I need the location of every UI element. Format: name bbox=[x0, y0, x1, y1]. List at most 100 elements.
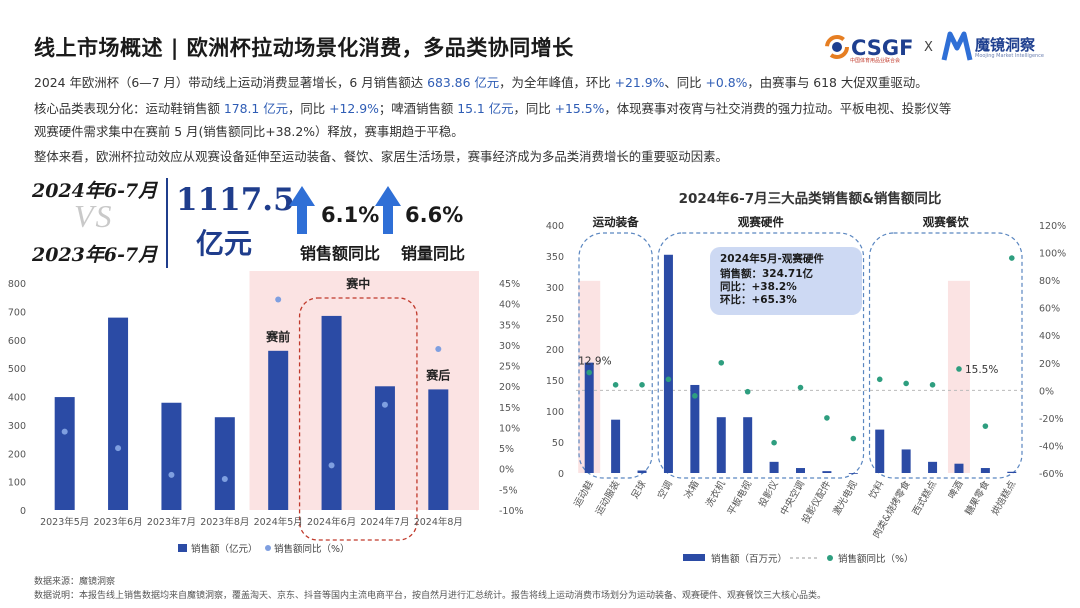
summary-paragraph-2b: 观赛硬件需求集中在赛前 5 月(销售额同比+38.2%）释放，赛事期趋于平稳。 bbox=[34, 124, 464, 139]
csgf-logo: CSGF 中国体育用品业联合会 bbox=[824, 30, 924, 68]
y2-tick-label: 0% bbox=[499, 465, 514, 476]
yoy-point bbox=[221, 476, 228, 483]
y2-tick-label: 0% bbox=[1039, 386, 1054, 397]
during-event-label: 赛中 bbox=[345, 276, 370, 291]
legend-bar-label: 销售额（百万元） bbox=[711, 553, 787, 565]
vs-label: VS bbox=[74, 198, 114, 234]
y2-tick-label: 120% bbox=[1039, 221, 1066, 232]
x-tick-label: 平板电视 bbox=[725, 478, 755, 517]
moojing-logo-icon bbox=[941, 31, 973, 61]
y-tick-label: 0 bbox=[20, 506, 26, 517]
y2-tick-label: 80% bbox=[1039, 276, 1060, 287]
x-tick-label: 2023年7月 bbox=[147, 516, 196, 528]
y-tick-label: 300 bbox=[8, 421, 26, 432]
yoy-point bbox=[824, 415, 830, 421]
callout-line: 同比：+38.2% bbox=[720, 280, 797, 293]
yoy-point bbox=[381, 401, 388, 408]
during-event-box bbox=[298, 297, 418, 541]
legend-dot-label: 销售额同比（%） bbox=[838, 553, 914, 565]
callout-box bbox=[710, 247, 862, 315]
callout-line: 销售额：324.71亿 bbox=[720, 267, 814, 280]
summary-paragraph-1: 2024 年欧洲杯（6—7 月）带动线上运动消费显著增长，6 月销售额达 683… bbox=[34, 75, 928, 90]
pre-event-label: 赛前 bbox=[265, 329, 290, 344]
yoy-point bbox=[665, 376, 672, 383]
y2-tick-label: 30% bbox=[499, 341, 520, 352]
group-label: 观赛硬件 bbox=[738, 215, 784, 229]
yoy-point bbox=[692, 393, 698, 399]
group-label: 运动装备 bbox=[593, 215, 639, 229]
sales-bar bbox=[663, 254, 673, 473]
y2-tick-label: -5% bbox=[499, 485, 518, 496]
x-tick-label: 饮料 bbox=[866, 478, 886, 501]
x-tick-label: 2024年5月 bbox=[254, 516, 303, 528]
data-note: 数据说明：本报告线上销售数据均来自魔镜洞察，覆盖淘天、京东、抖音等国内主流电商平… bbox=[34, 591, 827, 601]
post-event-label: 赛后 bbox=[425, 367, 450, 382]
group-box bbox=[657, 232, 865, 479]
sales-bar bbox=[1007, 471, 1017, 473]
yoy-point bbox=[876, 376, 883, 383]
y-tick-label: 200 bbox=[8, 449, 26, 460]
period-a-label: 2024年6-7月 bbox=[32, 180, 158, 202]
csgf-logo-text: CSGF bbox=[851, 36, 914, 60]
y-tick-label: 100 bbox=[8, 478, 26, 489]
yoy-point bbox=[903, 380, 909, 387]
x-tick-label: 2024年8月 bbox=[414, 516, 463, 528]
y-tick-label: 800 bbox=[8, 279, 26, 290]
x-tick-label: 2023年8月 bbox=[200, 516, 249, 528]
y-tick-label: 100 bbox=[546, 407, 564, 418]
moojing-logo-text: 魔镜洞察 bbox=[975, 36, 1036, 54]
yoy-point bbox=[797, 384, 804, 391]
sales-bar bbox=[901, 449, 911, 473]
y-tick-label: 500 bbox=[8, 364, 26, 375]
shoes-yoy-label: 12.9% bbox=[578, 356, 611, 368]
beer-yoy-label: 15.5% bbox=[965, 364, 998, 376]
yoy-point bbox=[61, 428, 68, 435]
sales-bar bbox=[690, 384, 700, 473]
y-tick-label: 150 bbox=[546, 376, 564, 387]
sales-bar bbox=[637, 470, 647, 473]
x-tick-label: 糖果零食 bbox=[963, 478, 993, 517]
sales-bar bbox=[161, 402, 182, 510]
yoy-point bbox=[639, 382, 645, 388]
sales-bar bbox=[611, 419, 621, 473]
y2-tick-label: -20% bbox=[1039, 414, 1064, 425]
x-tick-label: 空调 bbox=[655, 479, 675, 501]
yoy-point bbox=[328, 462, 335, 469]
sales-bar bbox=[822, 471, 832, 473]
sales-bar bbox=[428, 389, 449, 510]
yoy-point bbox=[612, 382, 619, 388]
x-tick-label: 激光电视 bbox=[831, 478, 861, 517]
yoy-point bbox=[771, 439, 777, 446]
yoy-point bbox=[718, 359, 725, 366]
x-tick-label: 西式糕点 bbox=[910, 478, 940, 517]
y2-tick-label: 10% bbox=[499, 423, 520, 434]
group-label: 观赛餐饮 bbox=[923, 215, 969, 229]
summary-paragraph-2: 核心品类表现分化：运动鞋销售额 178.1 亿元，同比 +12.9%；啤酒销售额… bbox=[34, 101, 952, 116]
y-tick-label: 300 bbox=[546, 283, 564, 294]
y2-tick-label: 40% bbox=[499, 300, 520, 311]
x-tick-label: 洗衣机 bbox=[703, 478, 728, 509]
volume-yoy-value: 6.6% bbox=[405, 203, 464, 227]
sales-bar bbox=[54, 397, 75, 510]
comparison-divider bbox=[166, 178, 168, 268]
x-tick-label: 2023年5月 bbox=[40, 516, 89, 528]
yoy-point bbox=[115, 445, 122, 452]
legend-dot-label: 销售额同比（%） bbox=[274, 543, 350, 555]
logo-separator: X bbox=[924, 40, 933, 55]
page-title: 线上市场概述 | 欧洲杯拉动场景化消费，多品类协同增长 bbox=[34, 36, 574, 60]
summary-paragraph-3: 整体来看，欧洲杯拉动效应从观赛设备延伸至运动装备、餐饮、家居生活场景，赛事经济成… bbox=[34, 149, 728, 164]
yoy-point bbox=[956, 366, 962, 372]
legend-bar-swatch bbox=[683, 554, 705, 561]
y2-tick-label: 5% bbox=[499, 444, 514, 455]
y-tick-label: 400 bbox=[8, 393, 26, 404]
csgf-logo-sub: 中国体育用品业联合会 bbox=[850, 58, 901, 64]
sales-bar bbox=[928, 461, 938, 473]
sales-bar bbox=[108, 317, 129, 510]
x-tick-label: 足球 bbox=[629, 478, 649, 501]
x-tick-label: 运动鞋 bbox=[571, 478, 596, 509]
csgf-logo-icon: CSGF bbox=[825, 35, 914, 60]
arrow-up-icon bbox=[289, 186, 315, 234]
y2-tick-label: -60% bbox=[1039, 469, 1064, 480]
sales-bar bbox=[743, 417, 753, 473]
sales-bar bbox=[848, 473, 858, 474]
